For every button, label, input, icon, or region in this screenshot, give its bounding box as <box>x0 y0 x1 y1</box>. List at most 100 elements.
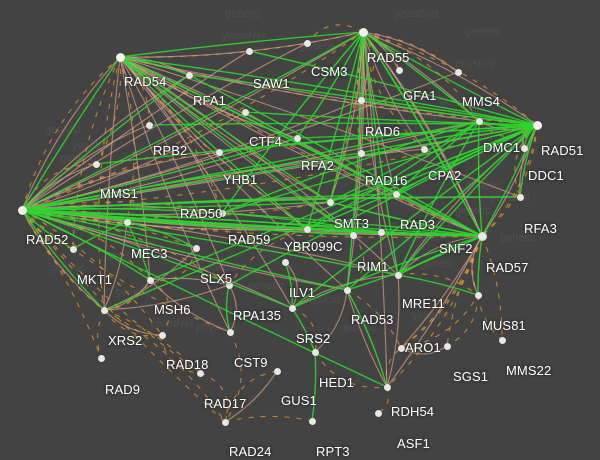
graph-node-msh6[interactable] <box>146 276 154 284</box>
graph-node-rad17[interactable] <box>196 369 204 377</box>
graph-node-rad52[interactable] <box>17 205 27 215</box>
graph-node-rfa1[interactable] <box>185 71 193 79</box>
edge-genetic <box>21 209 231 333</box>
edge-physical <box>103 56 121 311</box>
graph-node-slx5[interactable] <box>192 244 200 252</box>
edge-yeastNet <box>188 74 483 237</box>
edge-genetic <box>21 209 197 249</box>
graph-node-rad57[interactable] <box>478 232 486 240</box>
edge-physical <box>119 56 151 281</box>
graph-node-cpa2[interactable] <box>420 145 428 153</box>
graph-node-ybr099c[interactable] <box>377 228 385 236</box>
graph-node-rad53[interactable] <box>343 286 351 294</box>
edge-yeastNet <box>126 221 151 281</box>
graph-node-ilv1[interactable] <box>281 258 289 266</box>
graph-node-rad50[interactable] <box>218 209 226 217</box>
graph-node-rim1[interactable] <box>349 231 357 239</box>
edge-yeastNet <box>397 274 479 296</box>
graph-node-gfa1[interactable] <box>395 66 403 74</box>
edge-physical <box>291 274 399 309</box>
graph-node-aro1[interactable] <box>397 344 405 352</box>
edge-genetic <box>21 209 483 238</box>
graph-node-rfa2[interactable] <box>293 134 301 142</box>
edge-physical <box>149 279 231 333</box>
edge-physical <box>21 42 308 211</box>
graph-node-mec3[interactable] <box>123 218 131 226</box>
edge-yeastNet <box>291 307 316 353</box>
edge-physical <box>386 235 483 388</box>
edge-yeastNet <box>360 124 538 154</box>
edge-yeastNet <box>72 221 128 250</box>
edge-physical <box>103 309 163 336</box>
watermark-text: yeastNet <box>412 310 456 322</box>
edge-genetic <box>103 309 163 337</box>
graph-node-rad18[interactable] <box>158 331 166 339</box>
watermark-text: yeastNet <box>150 318 194 330</box>
watermark-text: physical <box>300 294 340 306</box>
graph-node-rdh54[interactable] <box>383 383 391 391</box>
edge-yeastNet <box>119 56 331 203</box>
graph-node-rad54[interactable] <box>115 52 125 62</box>
graph-node-csm3[interactable] <box>303 39 311 47</box>
graph-node-rad51[interactable] <box>532 120 542 130</box>
edge-genetic <box>360 31 374 101</box>
graph-node-yhb1[interactable] <box>215 148 223 156</box>
edge-genetic <box>72 56 121 250</box>
graph-node-mus81[interactable] <box>474 291 482 299</box>
edge-yeastNet <box>228 124 538 286</box>
graph-node-hed1[interactable] <box>311 348 319 356</box>
graph-node-mms1[interactable] <box>92 160 100 168</box>
graph-node-rad59[interactable] <box>303 225 311 233</box>
graph-node-saw1[interactable] <box>245 47 253 55</box>
graph-node-rpt3[interactable] <box>308 417 316 425</box>
graph-node-ddc1[interactable] <box>520 144 528 152</box>
graph-node-dmc1[interactable] <box>475 117 483 125</box>
graph-node-asf1[interactable] <box>374 409 382 417</box>
edge-yeastNet <box>311 351 317 422</box>
graph-node-mms4[interactable] <box>454 68 462 76</box>
edge-yeastNet <box>119 31 364 58</box>
watermark-text: physical <box>196 322 236 334</box>
edge-yeastNet <box>21 209 74 250</box>
graph-node-sgs1[interactable] <box>443 342 451 350</box>
edge-yeastNet <box>221 212 382 233</box>
edge-physical <box>119 31 364 58</box>
edge-yeastNet <box>221 31 364 214</box>
graph-node-rad55[interactable] <box>358 27 368 37</box>
graph-node-srs2[interactable] <box>288 304 296 312</box>
edge-yeastNet <box>519 124 538 198</box>
graph-node-rad6[interactable] <box>357 96 365 104</box>
edge-yeastNet <box>360 99 538 126</box>
watermark-text: yeastNet <box>395 8 439 20</box>
edge-yeastNet <box>221 124 538 214</box>
edge-yeastNet <box>21 31 364 211</box>
graph-node-rad9[interactable] <box>97 354 105 362</box>
edge-physical <box>362 31 425 150</box>
watermark-text: genetic <box>465 26 501 38</box>
edge-yeastNet <box>119 56 538 126</box>
graph-node-rad3[interactable] <box>392 190 400 198</box>
graph-node-smt3[interactable] <box>326 198 334 206</box>
graph-node-mkt1[interactable] <box>69 245 77 253</box>
edge-genetic <box>119 56 150 126</box>
graph-node-ctf4[interactable] <box>241 108 249 116</box>
graph-node-rpa135[interactable] <box>225 281 233 289</box>
edge-physical <box>362 31 459 73</box>
graph-node-rad16[interactable] <box>357 149 365 157</box>
graph-node-rpb2[interactable] <box>145 121 153 129</box>
graph-node-cst9[interactable] <box>226 328 234 336</box>
graph-node-xrs2[interactable] <box>100 306 108 314</box>
edge-genetic <box>397 273 479 296</box>
graph-node-rfa3[interactable] <box>516 193 524 201</box>
graph-node-gus1[interactable] <box>273 367 281 375</box>
watermark-text: genetic <box>225 8 261 20</box>
edge-yeastNet <box>306 228 483 237</box>
graph-node-rad24[interactable] <box>221 418 229 426</box>
edge-physical <box>21 209 348 291</box>
graph-node-mms22[interactable] <box>498 336 506 344</box>
graph-node-mre11[interactable] <box>394 271 402 279</box>
edge-yeastNet <box>296 31 364 139</box>
edge-physical <box>400 235 483 349</box>
